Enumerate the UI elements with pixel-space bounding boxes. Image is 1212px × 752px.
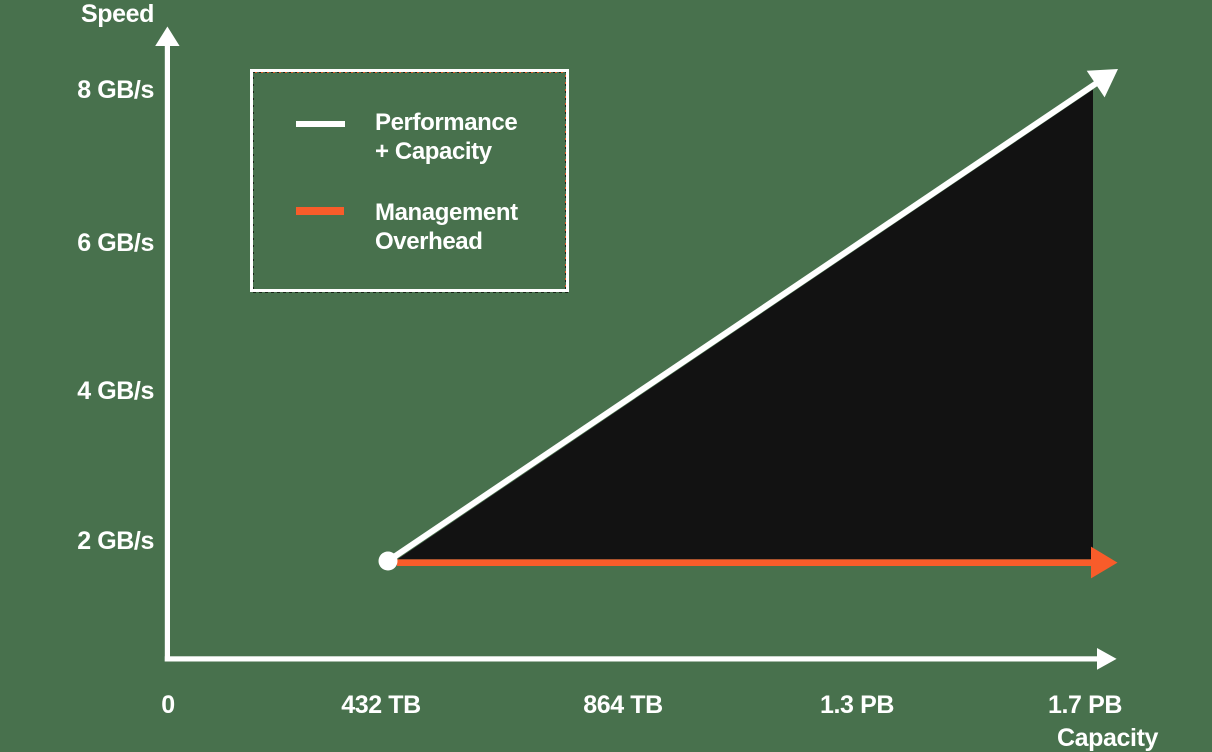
performance-line bbox=[386, 80, 1099, 564]
legend-label-performance: Performance + Capacity bbox=[375, 109, 518, 165]
legend-swatch-performance bbox=[295, 120, 345, 127]
y-tick-label-8gbs: 8 GB/s bbox=[77, 75, 154, 104]
y-tick-label-4gbs: 4 GB/s bbox=[77, 376, 154, 405]
x-axis-line bbox=[164, 656, 1098, 662]
y-tick-label-6gbs: 6 GB/s bbox=[77, 228, 154, 257]
legend-swatch-overhead bbox=[295, 206, 344, 215]
legend-label-overhead: Management Overhead bbox=[375, 199, 518, 255]
y-axis-title: Speed bbox=[81, 0, 155, 28]
x-tick-label-1.7pb: 1.7 PB bbox=[1047, 690, 1123, 719]
overhead-arrowhead-icon bbox=[1091, 546, 1118, 579]
y-axis-line bbox=[164, 44, 170, 662]
performance-start-dot bbox=[378, 551, 398, 571]
x-axis-title: Capacity bbox=[1056, 723, 1158, 752]
performance-arrowhead-icon bbox=[1086, 69, 1118, 98]
area-under-performance-line bbox=[397, 89, 1093, 560]
overhead-line bbox=[397, 559, 1091, 566]
x-tick-label-432tb: 432 TB bbox=[341, 690, 421, 719]
x-axis-arrowhead-icon bbox=[1097, 648, 1117, 670]
x-tick-label-0: 0 bbox=[161, 690, 175, 719]
y-axis-arrowhead-icon bbox=[155, 26, 180, 46]
legend-box: Performance + Capacity Management Overhe… bbox=[249, 69, 569, 293]
x-tick-label-864tb: 864 TB bbox=[583, 690, 663, 719]
y-tick-label-2gbs: 2 GB/s bbox=[77, 526, 154, 555]
x-tick-label-1.3pb: 1.3 PB bbox=[819, 690, 895, 719]
